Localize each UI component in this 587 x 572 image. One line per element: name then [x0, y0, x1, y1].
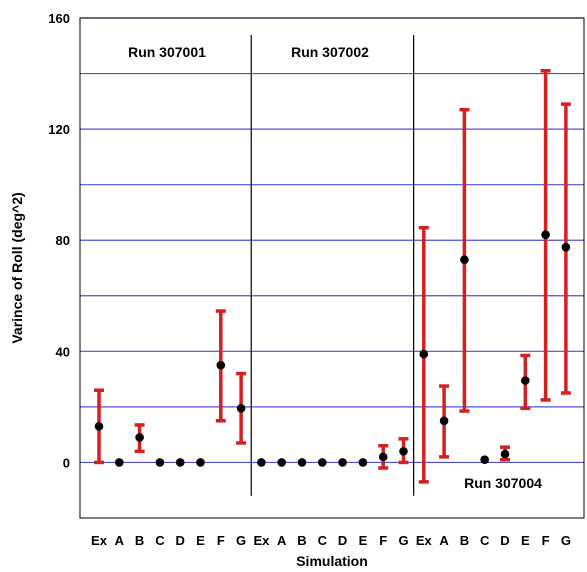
data-point	[318, 458, 327, 467]
x-tick-label: F	[217, 533, 225, 548]
y-tick-label: 40	[56, 344, 70, 359]
x-tick-label: Ex	[253, 533, 270, 548]
run-label: Run 307004	[464, 475, 542, 491]
error-bars	[94, 69, 571, 484]
data-point	[236, 403, 246, 413]
data-point	[500, 449, 510, 459]
data-point	[115, 458, 124, 467]
data-point	[216, 360, 226, 370]
y-tick-label: 120	[48, 122, 70, 137]
plot-frame	[79, 17, 585, 519]
x-tick-label: F	[379, 533, 387, 548]
x-tick-label: D	[338, 533, 347, 548]
x-tick-label: E	[521, 533, 530, 548]
data-point	[561, 242, 571, 252]
data-point	[196, 458, 205, 467]
data-point	[257, 458, 266, 467]
data-point	[378, 452, 388, 462]
y-tick-label: 0	[63, 455, 70, 470]
x-tick-label: A	[277, 533, 287, 548]
data-point	[175, 458, 185, 467]
run-separators	[250, 35, 415, 496]
data-point	[541, 230, 550, 239]
x-tick-label: B	[297, 533, 306, 548]
data-point	[135, 433, 144, 442]
data-points	[94, 230, 571, 467]
x-tick-labels: Ex A B C D E F G Ex A B C D E F G Ex A B C D E F G	[91, 533, 571, 548]
data-point	[358, 458, 368, 467]
data-point	[460, 255, 469, 264]
x-tick-label: G	[236, 533, 246, 548]
x-tick-label: C	[318, 533, 328, 548]
x-tick-label: F	[542, 533, 550, 548]
x-tick-label: Ex	[91, 533, 108, 548]
x-tick-label: G	[398, 533, 408, 548]
run-label: Run 307002	[291, 44, 369, 60]
x-tick-label: E	[196, 533, 205, 548]
run-labels: Run 307001 Run 307002 Run 307004	[128, 44, 542, 491]
x-tick-label: D	[176, 533, 185, 548]
data-point	[480, 455, 490, 464]
y-tick-labels: 0 40 80 120 160	[48, 11, 70, 470]
data-point	[94, 422, 104, 431]
x-tick-label: G	[561, 533, 571, 548]
data-point	[155, 458, 165, 467]
data-point	[521, 376, 530, 385]
x-tick-label: D	[500, 533, 509, 548]
y-tick-label: 80	[56, 233, 70, 248]
x-tick-label: B	[135, 533, 144, 548]
run-label: Run 307001	[128, 44, 206, 60]
x-tick-label: C	[155, 533, 165, 548]
x-tick-label: A	[439, 533, 449, 548]
x-tick-label: A	[115, 533, 125, 548]
data-point	[297, 458, 307, 467]
x-tick-label: B	[460, 533, 469, 548]
y-axis-title: Varince of Roll (deg^2)	[9, 192, 25, 343]
data-point	[439, 416, 449, 426]
x-tick-label: C	[480, 533, 490, 548]
y-tick-label: 160	[48, 11, 70, 26]
x-axis-title: Simulation	[296, 553, 368, 569]
grid-lines	[80, 17, 584, 464]
data-point	[419, 349, 429, 359]
data-point	[338, 458, 347, 467]
data-point	[277, 458, 287, 467]
x-tick-label: Ex	[416, 533, 433, 548]
x-tick-label: E	[359, 533, 368, 548]
data-point	[399, 447, 408, 456]
